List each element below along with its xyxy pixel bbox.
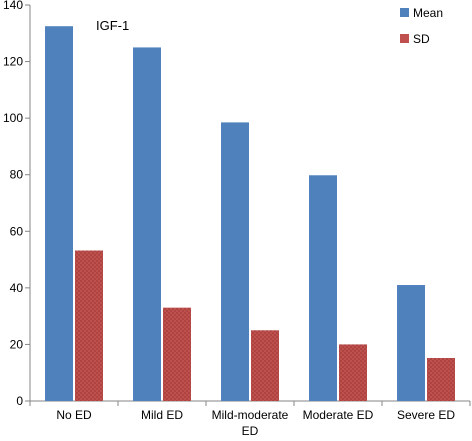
x-category-label: Mild ED — [141, 408, 183, 422]
y-tick-label: 80 — [10, 168, 24, 182]
legend: Mean SD — [400, 6, 443, 46]
y-tick-label: 100 — [3, 111, 23, 125]
bar-sd-1 — [75, 250, 103, 401]
y-tick-label: 140 — [3, 0, 23, 12]
bar-mean-2 — [133, 47, 161, 402]
y-tick-label: 20 — [10, 337, 24, 351]
bar-sd-5 — [427, 358, 455, 401]
bar-sd-4 — [339, 344, 367, 401]
bar-mean-1 — [45, 26, 73, 401]
bar-mean-3 — [221, 122, 249, 401]
bar-sd-3 — [251, 330, 279, 401]
y-tick-label: 120 — [3, 55, 23, 69]
bar-sd-2 — [163, 307, 191, 401]
legend-label-sd: SD — [413, 32, 430, 46]
legend-swatch-mean — [400, 8, 409, 17]
x-category-label: Mild-moderate ED — [212, 408, 289, 438]
x-category-label: Severe ED — [397, 408, 455, 422]
legend-label-mean: Mean — [413, 6, 443, 20]
x-category-label: No ED — [56, 408, 92, 422]
bar-mean-4 — [309, 175, 337, 401]
y-tick-label: 40 — [10, 281, 24, 295]
y-tick-label: 0 — [16, 394, 23, 408]
chart-title: IGF-1 — [96, 18, 129, 33]
legend-swatch-sd — [400, 34, 409, 43]
bar-mean-5 — [397, 285, 425, 401]
x-category-label: Moderate ED — [303, 408, 374, 422]
y-tick-label: 60 — [10, 224, 24, 238]
